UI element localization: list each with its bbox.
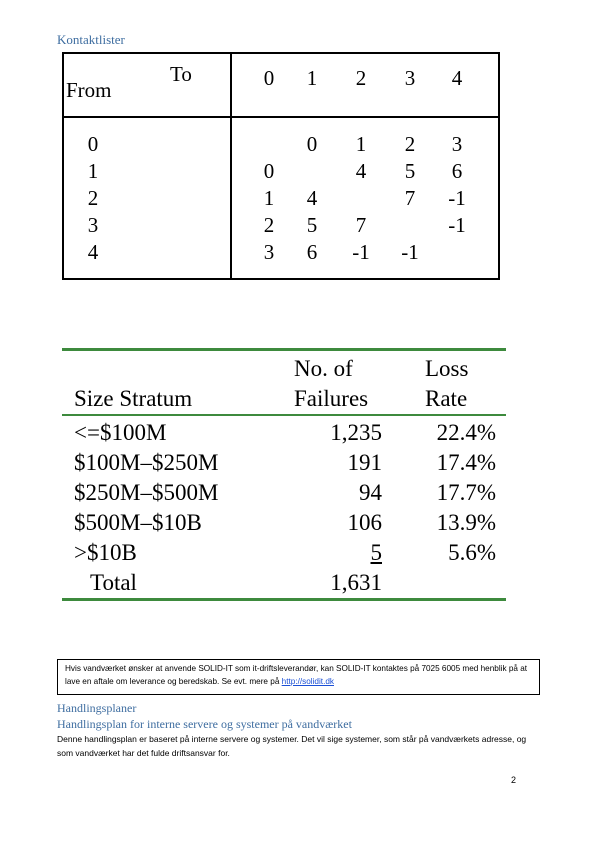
table-top-rule (62, 348, 506, 351)
row-loss-rate: 5.6% (448, 540, 496, 565)
matrix-cell: 4 (355, 159, 367, 183)
matrix-cell: 5 (404, 159, 416, 183)
header-failures-line1: No. of (294, 356, 353, 381)
matrix-col-header: 4 (451, 66, 463, 90)
matrix-cell: 4 (306, 186, 318, 210)
row-stratum: <=$100M (74, 420, 167, 445)
matrix-horizontal-rule (64, 116, 498, 118)
matrix-col-header: 0 (263, 66, 275, 90)
matrix-cell: 6 (306, 240, 318, 264)
row-loss-rate: 17.4% (436, 450, 496, 475)
matrix-cell: -1 (352, 240, 370, 264)
row-loss-rate: 22.4% (436, 420, 496, 445)
total-label: Total (90, 570, 137, 595)
matrix-row-header: 0 (87, 132, 99, 156)
row-failures-underlined: 5 (370, 540, 383, 565)
header-rate-line2: Rate (425, 386, 468, 411)
heading-kontaktlister: Kontaktlister (57, 32, 125, 47)
matrix-cell: 2 (404, 132, 416, 156)
matrix-cell: 3 (263, 240, 275, 264)
page-number: 2 (511, 775, 517, 785)
row-failures: 1,235 (330, 420, 382, 445)
matrix-col-header: 3 (404, 66, 416, 90)
matrix-cell: 0 (263, 159, 275, 183)
matrix-cell: 5 (306, 213, 318, 237)
body-paragraph: Denne handlingsplan er baseret på intern… (57, 734, 527, 758)
failures-table: No. of Loss Size Stratum Failures Rate <… (62, 346, 506, 602)
matrix-cell: -1 (448, 186, 466, 210)
matrix-from-label: From (66, 78, 112, 102)
matrix-row-header: 1 (87, 159, 99, 183)
matrix-cell: 7 (404, 186, 416, 210)
matrix-cell: -1 (448, 213, 466, 237)
distance-matrix-table: To From 0 1 2 3 4 0 1 2 3 4 0 1 2 3 0 4 … (62, 52, 500, 280)
row-loss-rate: 13.9% (436, 510, 496, 535)
matrix-cell: 7 (355, 213, 367, 237)
header-size-stratum: Size Stratum (74, 386, 193, 411)
matrix-cell: 2 (263, 213, 275, 237)
matrix-col-header: 2 (355, 66, 367, 90)
row-failures: 5 (292, 540, 383, 566)
heading-handlingsplaner: Handlingsplaner (57, 701, 137, 715)
matrix-cell: 6 (451, 159, 463, 183)
subheading-handlingsplan: Handlingsplan for interne servere og sys… (57, 717, 352, 731)
table-header-rule (62, 414, 506, 416)
matrix-col-header: 1 (306, 66, 318, 90)
matrix-cell: 3 (451, 132, 463, 156)
header-loss-line1: Loss (425, 356, 469, 381)
row-stratum: >$10B (74, 540, 137, 565)
header-failures-line2: Failures (294, 386, 369, 411)
row-stratum: $250M–$500M (74, 480, 219, 505)
matrix-to-label: To (170, 62, 192, 86)
row-stratum: $500M–$10B (74, 510, 202, 535)
total-failures: 1,631 (330, 570, 382, 595)
table-bottom-rule (62, 598, 506, 601)
info-box-text: Hvis vandværket ønsker at anvende SOLID-… (65, 664, 528, 686)
row-loss-rate: 17.7% (436, 480, 496, 505)
matrix-vertical-rule (230, 54, 232, 278)
row-stratum: $100M–$250M (74, 450, 219, 475)
row-failures: 94 (359, 480, 382, 505)
matrix-row-header: 2 (87, 186, 99, 210)
row-failures: 191 (347, 450, 383, 475)
matrix-row-header: 3 (87, 213, 99, 237)
row-failures: 106 (347, 510, 383, 535)
matrix-cell: 1 (263, 186, 275, 210)
matrix-cell: 1 (355, 132, 367, 156)
solid-it-info-box: Hvis vandværket ønsker at anvende SOLID-… (57, 659, 540, 695)
matrix-row-header: 4 (87, 240, 99, 264)
matrix-cell: 0 (306, 132, 318, 156)
matrix-cell: -1 (401, 240, 419, 264)
solidit-link[interactable]: http://solidit.dk (281, 677, 334, 686)
